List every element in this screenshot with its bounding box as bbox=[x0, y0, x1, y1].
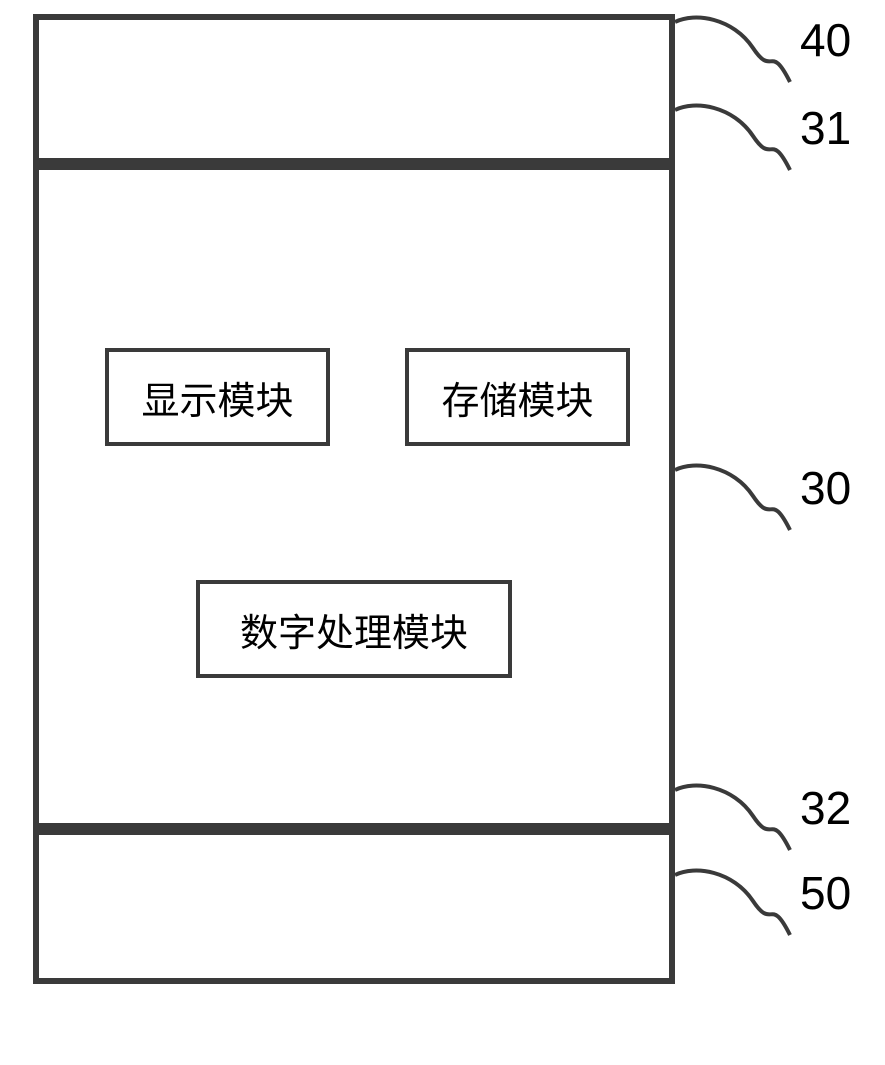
display-module-box: 显示模块 bbox=[105, 348, 330, 446]
leader-30-path bbox=[675, 466, 790, 530]
leader-40-path bbox=[675, 18, 790, 82]
storage-module-box: 存储模块 bbox=[405, 348, 630, 446]
label-31: 31 bbox=[800, 101, 851, 155]
label-50: 50 bbox=[800, 866, 851, 920]
label-30: 30 bbox=[800, 461, 851, 515]
storage-module-label: 存储模块 bbox=[441, 370, 593, 425]
bottom-band bbox=[33, 829, 675, 984]
middle-band bbox=[33, 164, 675, 829]
leader-50-path bbox=[675, 871, 790, 935]
display-module-label: 显示模块 bbox=[141, 370, 293, 425]
dsp-module-box: 数字处理模块 bbox=[196, 580, 512, 678]
label-40: 40 bbox=[800, 13, 851, 67]
leader-32-path bbox=[675, 786, 790, 850]
leader-31-path bbox=[675, 106, 790, 170]
label-32: 32 bbox=[800, 781, 851, 835]
diagram-stage: 显示模块 存储模块 数字处理模块 40 31 30 32 50 bbox=[0, 0, 885, 1000]
dsp-module-label: 数字处理模块 bbox=[240, 602, 468, 657]
top-band bbox=[33, 14, 675, 164]
